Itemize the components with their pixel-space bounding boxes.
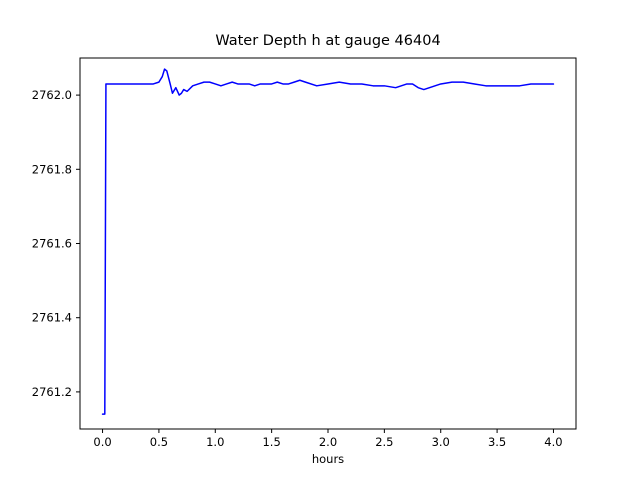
x-tick-label: 3.0 bbox=[432, 435, 450, 449]
water-depth-line bbox=[101, 68, 555, 415]
axis-ticks: 0.0 0.5 1.0 1.5 2.0 2.5 3.0 3.5 4.0 2761.2 2761.4 2… bbox=[32, 88, 563, 449]
x-tick-label: 3.5 bbox=[488, 435, 506, 449]
x-tick-label: 1.5 bbox=[262, 435, 280, 449]
x-tick-label: 0.0 bbox=[93, 435, 111, 449]
x-tick-label: 2.0 bbox=[319, 435, 337, 449]
y-tick-label: 2761.2 bbox=[32, 385, 72, 399]
y-tick-label: 2761.4 bbox=[32, 311, 72, 325]
y-tick-label: 2762.0 bbox=[32, 88, 72, 102]
x-tick-label: 4.0 bbox=[544, 435, 562, 449]
x-tick-label: 0.5 bbox=[150, 435, 168, 449]
y-tick-label: 2761.8 bbox=[32, 162, 72, 176]
x-axis-label: hours bbox=[312, 452, 344, 466]
plot-frame bbox=[79, 57, 577, 430]
y-tick-label: 2761.6 bbox=[32, 237, 72, 251]
chart-title: Water Depth h at gauge 46404 bbox=[215, 33, 440, 49]
data-series bbox=[101, 68, 555, 415]
x-tick-label: 2.5 bbox=[375, 435, 393, 449]
x-tick-label: 1.0 bbox=[206, 435, 224, 449]
